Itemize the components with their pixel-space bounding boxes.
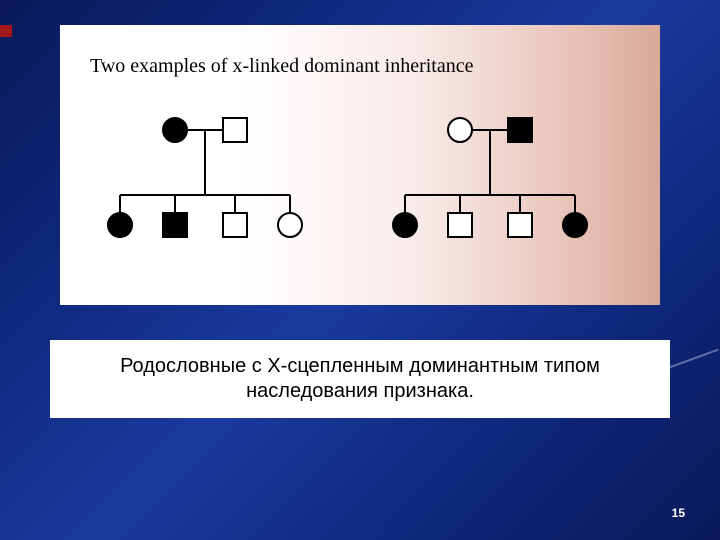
caption-box: Родословные с Х-сцепленным доминантным т… [50,340,670,418]
male-affected [163,213,187,237]
caption-line1: Родословные с Х-сцепленным доминантным т… [120,355,600,377]
female-unaffected [448,118,472,142]
diagram-card: Two examples of x-linked dominant inheri… [60,25,660,305]
female-affected [563,213,587,237]
female-affected [108,213,132,237]
diagram-title: Two examples of x-linked dominant inheri… [90,55,474,78]
accent-bar [0,25,12,37]
female-unaffected [278,213,302,237]
pedigree-diagram [60,100,660,300]
male-affected [508,118,532,142]
female-affected [393,213,417,237]
male-unaffected [223,118,247,142]
decor-line [666,349,718,370]
female-affected [163,118,187,142]
page-number: 15 [672,506,685,520]
caption-text: Родословные с Х-сцепленным доминантным т… [60,354,660,404]
slide-background: Two examples of x-linked dominant inheri… [0,0,720,540]
caption-line2: наследования признака. [246,380,474,402]
male-unaffected [448,213,472,237]
male-unaffected [223,213,247,237]
male-unaffected [508,213,532,237]
diagram-card-inner: Two examples of x-linked dominant inheri… [60,25,660,305]
